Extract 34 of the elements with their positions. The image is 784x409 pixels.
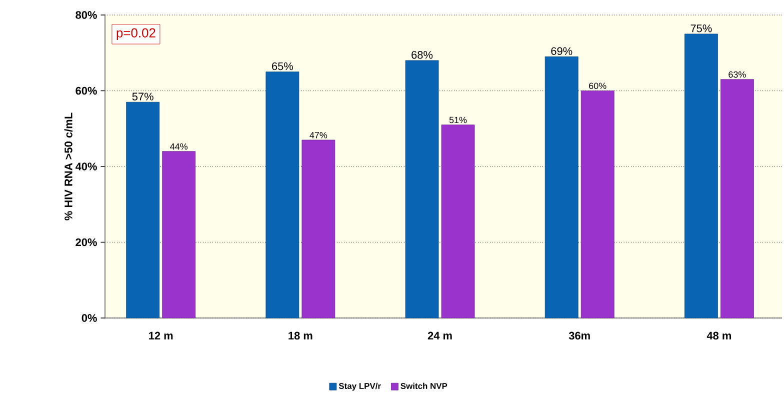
bar [126, 102, 160, 318]
bar [580, 90, 614, 318]
y-tick-label: 40% [75, 162, 97, 170]
legend-label: Stay LPV/r [338, 382, 381, 391]
bar [544, 56, 578, 318]
data-label: 68% [412, 51, 433, 59]
x-tick-label: 12 m [149, 332, 173, 340]
bar [302, 140, 336, 318]
y-tick-label: 60% [76, 86, 97, 95]
data-label: 44% [170, 143, 188, 150]
x-tick-label: 48 m [706, 332, 731, 340]
data-label: 75% [690, 24, 712, 32]
y-tick-label: 20% [76, 238, 97, 246]
bar [405, 60, 439, 318]
bar [684, 34, 718, 318]
annotation: p=0.02 [116, 28, 156, 40]
bar [441, 124, 475, 318]
x-tick-label: 18 m [288, 332, 312, 340]
data-label: 51% [449, 116, 467, 124]
data-label: 69% [551, 47, 572, 55]
y-axis-title: % HIV RNA >50 c/mL [64, 112, 72, 220]
data-label: 60% [589, 82, 606, 90]
x-tick-label: 36m [568, 332, 590, 340]
data-label: 47% [310, 132, 328, 138]
bar [266, 72, 300, 318]
data-label: 57% [132, 92, 154, 100]
y-tick-label: 80% [76, 11, 97, 19]
bar [720, 79, 754, 318]
data-label: 65% [272, 62, 293, 70]
y-tick-label: 0% [82, 314, 97, 322]
legend-label: Switch NVP [400, 382, 448, 389]
x-tick-label: 24 m [428, 332, 452, 340]
data-label: 63% [728, 71, 746, 78]
bar [162, 151, 196, 318]
